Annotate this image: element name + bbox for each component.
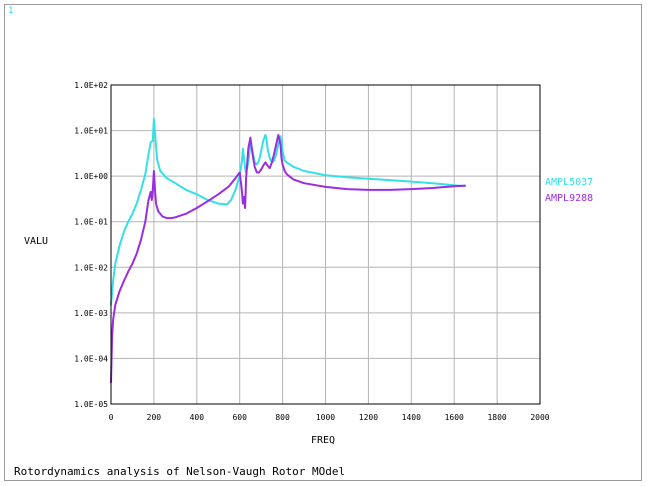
y-tick-label: 1.0E+01 xyxy=(74,127,108,136)
x-tick-label: 0 xyxy=(109,413,114,422)
x-tick-label: 800 xyxy=(275,413,290,422)
series-line-ampl5037 xyxy=(110,117,466,306)
y-tick-label: 1.0E-02 xyxy=(74,263,108,272)
x-tick-label: 1400 xyxy=(402,413,421,422)
series-line-ampl9288 xyxy=(110,134,466,384)
y-axis-label: VALU xyxy=(24,236,48,247)
x-tick-label: 1000 xyxy=(316,413,335,422)
y-tick-label: 1.0E-04 xyxy=(74,354,108,363)
x-tick-label: 600 xyxy=(232,413,247,422)
y-tick-label: 1.0E+00 xyxy=(74,172,108,181)
y-tick-label: 1.0E-03 xyxy=(74,309,108,318)
legend-entry: AMPL9288 xyxy=(545,193,593,204)
x-tick-label: 400 xyxy=(190,413,205,422)
x-tick-label: 2000 xyxy=(530,413,549,422)
x-axis-label: FREQ xyxy=(311,435,335,446)
window-number: 1 xyxy=(8,6,14,16)
x-tick-label: 1600 xyxy=(445,413,464,422)
plot-caption: Rotordynamics analysis of Nelson-Vaugh R… xyxy=(14,465,346,478)
plot-border xyxy=(110,84,541,405)
x-tick-label: 1800 xyxy=(487,413,506,422)
axes xyxy=(110,84,541,405)
legend: AMPL5037 AMPL9288 xyxy=(545,177,593,204)
grid xyxy=(111,85,540,404)
x-tick-label: 1200 xyxy=(359,413,378,422)
series-layer xyxy=(110,117,466,384)
x-tick-label: 200 xyxy=(147,413,162,422)
tick-labels: 0 200 400 600 800 1000 1200 1400 1600 1800 2000 1.0… xyxy=(74,81,550,422)
y-tick-label: 1.0E+02 xyxy=(74,81,108,90)
y-tick-label: 1.0E-01 xyxy=(74,218,108,227)
y-tick-label: 1.0E-05 xyxy=(74,400,108,409)
legend-entry: AMPL5037 xyxy=(545,177,593,188)
